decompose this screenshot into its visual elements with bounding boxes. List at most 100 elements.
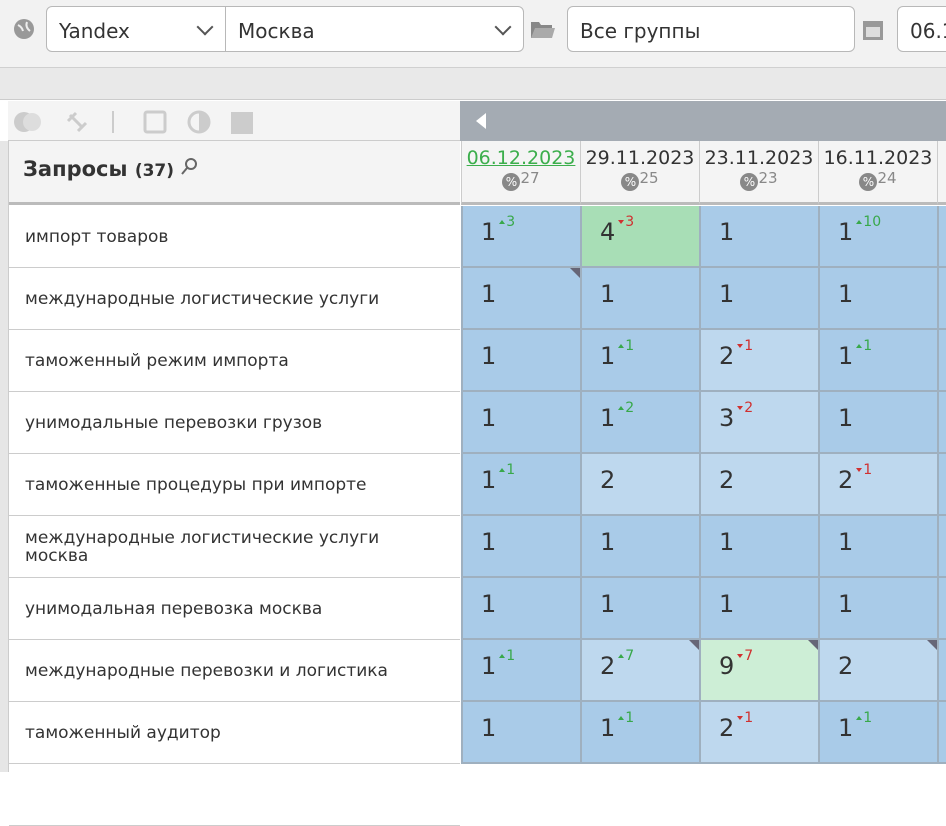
change-arrow: [856, 344, 863, 348]
position: 2: [600, 652, 616, 680]
query-row: международные логистические услуги москв…: [9, 516, 460, 578]
query-row: унимодальная перевозка москва: [9, 578, 460, 640]
date-field[interactable]: 06.1: [897, 6, 946, 52]
date-label: 29.11.2023: [585, 147, 695, 169]
position: 1: [481, 280, 497, 308]
position: 1: [600, 280, 616, 308]
date-stats: % 27: [462, 169, 580, 191]
table-tools: [8, 101, 460, 141]
search-icon[interactable]: [181, 157, 199, 177]
query-text: унимодальная перевозка москва: [25, 598, 323, 619]
queries-header: Запросы (37): [9, 141, 460, 205]
globe-icon: [14, 19, 34, 39]
position-cell-partial: [937, 206, 946, 268]
position-cell: 1: [818, 578, 937, 640]
position-cell: 1: [461, 702, 580, 764]
position-cell: 1: [818, 268, 937, 330]
position-cell: 2: [699, 454, 818, 516]
position-cell: 1: [580, 268, 699, 330]
position-cell-partial: [937, 330, 946, 392]
position: 4: [600, 218, 616, 246]
query-row: международные перевозки и логистика: [9, 640, 460, 702]
position-cell: 2: [818, 640, 937, 702]
position: 2: [719, 342, 735, 370]
position: 1: [600, 590, 616, 618]
change-value: 1: [863, 462, 873, 478]
position-cell: 1: [461, 516, 580, 578]
position-cell-partial: [937, 578, 946, 640]
change-value: 2: [744, 400, 754, 416]
change-arrow: [618, 716, 625, 720]
date-header: 29.11.2023% 25: [580, 141, 699, 205]
position: 2: [719, 466, 735, 494]
folder-icon: [531, 22, 555, 38]
query-text: международные перевозки и логистика: [25, 660, 388, 681]
change-arrow: [856, 716, 863, 720]
group-select[interactable]: Все группы: [567, 6, 855, 52]
position-change: 1: [853, 710, 872, 726]
note-marker: [689, 640, 699, 650]
position-cell: 1: [818, 392, 937, 454]
note-marker: [927, 640, 937, 650]
queries-count: (37): [134, 161, 175, 181]
change-arrow: [499, 468, 506, 472]
change-value: 10: [863, 214, 882, 230]
query-text: унимодальные перевозки грузов: [25, 412, 323, 433]
note-marker: [808, 640, 818, 650]
change-arrow: [737, 654, 744, 658]
note-marker: [570, 268, 580, 278]
position-change: 7: [615, 648, 634, 664]
change-value: 3: [625, 214, 635, 230]
percent-icon: %: [621, 173, 640, 191]
scroll-bar: [460, 101, 946, 141]
date-count: 27: [520, 169, 540, 187]
position: 2: [600, 466, 616, 494]
position-cell: 1: [461, 268, 580, 330]
region-select[interactable]: Москва: [225, 6, 524, 52]
change-value: 1: [625, 338, 635, 354]
change-value: 1: [744, 338, 754, 354]
change-arrow: [737, 716, 744, 720]
query-row: унимодальные перевозки грузов: [9, 392, 460, 454]
position: 1: [481, 342, 497, 370]
percent-icon: %: [859, 173, 878, 191]
date-header: 23.11.2023% 23: [699, 141, 818, 205]
position: 1: [838, 280, 854, 308]
position-change: 10: [853, 214, 881, 230]
position: 1: [719, 218, 735, 246]
row-strip: [0, 141, 9, 772]
change-arrow: [618, 220, 625, 224]
position-cell: 1: [699, 268, 818, 330]
query-row: таможенный режим импорта: [9, 330, 460, 392]
change-value: 1: [744, 710, 754, 726]
position: 1: [600, 714, 616, 742]
position: 1: [481, 466, 497, 494]
position: 2: [719, 714, 735, 742]
position: 1: [600, 528, 616, 556]
date-header: 06.12.2023% 27: [461, 141, 580, 205]
position: 3: [719, 404, 735, 432]
query-text: импорт товаров: [25, 226, 169, 247]
position-change: 1: [734, 710, 753, 726]
position-cell: 1: [461, 392, 580, 454]
position: 1: [481, 528, 497, 556]
toolbar-band: [0, 68, 946, 100]
position: 1: [600, 404, 616, 432]
position: 9: [719, 652, 735, 680]
position: 1: [481, 218, 497, 246]
scroll-left[interactable]: [476, 113, 488, 129]
position: 1: [719, 280, 735, 308]
change-arrow: [618, 406, 625, 410]
engine-select[interactable]: Yandex: [46, 6, 226, 52]
date-stats: % 23: [700, 169, 818, 191]
change-arrow: [499, 654, 506, 658]
query-row: импорт товаров: [9, 206, 460, 268]
percent-icon: %: [502, 173, 521, 191]
